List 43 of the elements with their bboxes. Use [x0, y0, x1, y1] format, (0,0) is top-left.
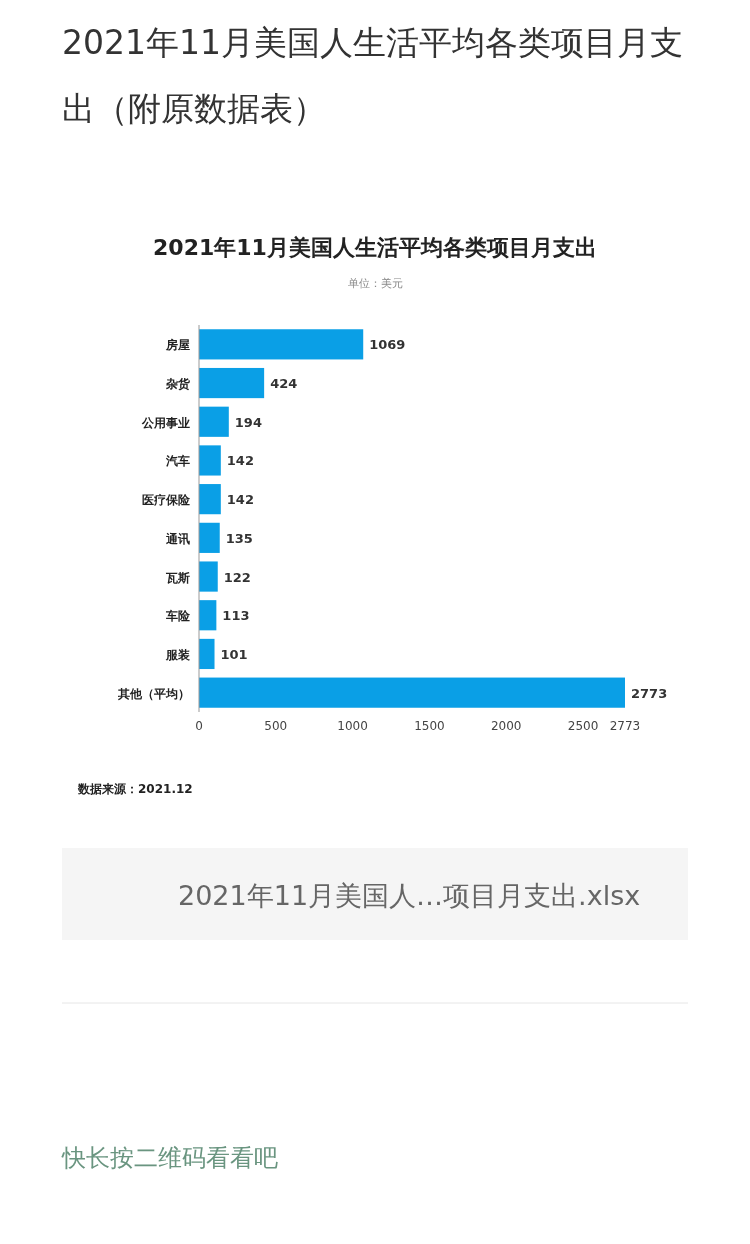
- bar: [199, 406, 229, 437]
- bar: [199, 329, 364, 360]
- x-tick-label: 2000: [490, 719, 522, 733]
- bar: [199, 561, 218, 592]
- bar: [199, 638, 215, 670]
- y-tick-label: 瓦斯: [165, 570, 190, 585]
- y-tick-label: 公用事业: [141, 415, 190, 430]
- data-label: 122: [223, 569, 251, 585]
- bar: [199, 445, 221, 476]
- y-tick-label: 杂货: [165, 377, 191, 392]
- data-label: 2773: [631, 685, 668, 701]
- bar: [199, 677, 625, 708]
- text: 快长按二维码看看吧: [61, 1144, 278, 1172]
- y-tick-label: 其他（平均）: [117, 686, 190, 701]
- y-tick-label: 通讯: [165, 531, 190, 546]
- data-label: 424: [270, 376, 298, 392]
- chart-subtitle: 2021年11月美国人生活平均各类项目月支出: [153, 235, 597, 260]
- data-label: 113: [222, 608, 250, 624]
- y-tick-label: 医疗保险: [142, 493, 191, 508]
- source-note: 数据来源：2021.12: [77, 782, 193, 796]
- y-tick-label: 服装: [165, 647, 191, 662]
- x-tick-label: 2773: [609, 719, 641, 733]
- data-label: 142: [226, 492, 254, 508]
- bar: [199, 367, 265, 399]
- text: 2021年11月美国人…项目月支出.xlsx: [178, 880, 641, 911]
- y-tick-label: 汽车: [165, 454, 190, 469]
- data-label: 135: [225, 530, 253, 546]
- text: 单位：美元: [347, 277, 403, 290]
- x-tick-label: 500: [264, 719, 288, 733]
- x-tick-label: 1500: [414, 719, 445, 733]
- chart-title: 2021年11月美国人生活平均各类项目月支出（附原数据表）: [62, 22, 684, 130]
- y-tick-label: 房屋: [165, 338, 190, 353]
- data-label: 101: [220, 646, 248, 662]
- x-tick-label: 0: [195, 719, 203, 733]
- x-tick-label: 2500: [567, 719, 599, 733]
- x-tick-label: 1000: [337, 719, 368, 733]
- bar: [199, 600, 217, 631]
- data-label: 194: [234, 414, 262, 430]
- bar: [199, 484, 221, 515]
- y-tick-label: 车险: [165, 609, 191, 624]
- bar: [199, 522, 220, 553]
- data-label: 142: [226, 453, 254, 469]
- data-label: 1069: [369, 337, 406, 353]
